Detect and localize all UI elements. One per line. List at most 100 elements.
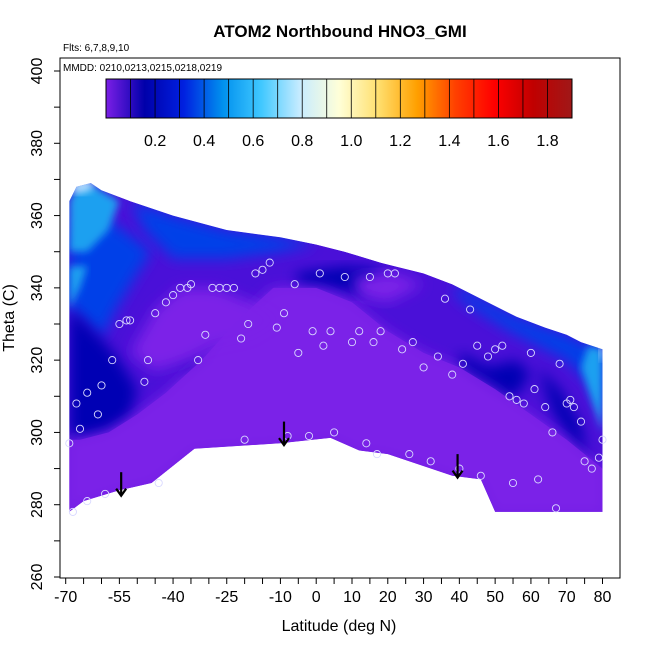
observation-point <box>265 258 274 267</box>
observation-point <box>526 348 535 357</box>
observation-point <box>408 338 417 347</box>
observation-point <box>555 359 564 368</box>
observation-point <box>491 345 500 354</box>
observation-point <box>398 345 407 354</box>
observation-point <box>466 305 475 314</box>
observation-point <box>376 327 385 336</box>
theta-arrows <box>115 421 464 498</box>
observation-point <box>508 478 518 488</box>
observation-point <box>587 464 596 473</box>
observation-point <box>308 327 317 336</box>
arrow-head <box>115 488 128 498</box>
observation-point <box>419 363 428 372</box>
observation-point <box>340 272 349 282</box>
observation-point <box>237 334 246 343</box>
x-tick-label: -25 <box>215 589 238 606</box>
x-tick-label: 40 <box>451 589 469 606</box>
dark-region <box>538 367 589 469</box>
observation-point <box>304 431 314 441</box>
x-tick-label: -55 <box>108 589 131 606</box>
observation-point <box>512 395 521 404</box>
observation-point <box>126 316 135 325</box>
observation-point <box>519 399 528 408</box>
observation-point <box>330 428 339 437</box>
colorbar-tick-label: 1.6 <box>487 133 509 150</box>
observation-point <box>326 327 335 336</box>
observation-point <box>101 489 110 498</box>
x-tick-label: -70 <box>54 589 77 606</box>
observation-point <box>258 265 267 274</box>
observation-points <box>65 258 607 516</box>
observation-point <box>498 341 507 350</box>
observation-point <box>473 341 482 350</box>
observation-point <box>201 330 210 339</box>
observation-point <box>154 478 163 488</box>
observation-point <box>433 352 442 361</box>
colorbar-tick-label: 1.2 <box>389 133 411 150</box>
observation-point <box>455 464 464 473</box>
arrow-head <box>451 469 464 480</box>
x-axis-label: Latitude (deg N) <box>282 618 397 635</box>
colorbar-gradient-bar <box>105 78 573 119</box>
observation-point <box>426 457 435 466</box>
sky-region <box>69 183 120 252</box>
x-tick-label: 80 <box>594 589 612 606</box>
colorbar-tick-label: 0.8 <box>291 133 313 150</box>
observation-point <box>161 298 170 307</box>
observation-point <box>541 403 550 412</box>
colorbar-tick-label: 1.8 <box>536 133 558 150</box>
observation-point <box>279 309 289 318</box>
observation-point <box>319 341 328 350</box>
plot-frame <box>59 57 621 579</box>
observation-point <box>440 294 450 303</box>
observation-point <box>594 453 603 462</box>
observation-point <box>294 348 303 357</box>
observation-point <box>272 323 281 332</box>
y-axis: 260 280 300 320 340 360 380 400 <box>29 58 60 591</box>
low-region <box>130 287 281 371</box>
colorbar-tick-label: 0.4 <box>193 133 215 150</box>
y-tick-label: 300 <box>29 419 46 446</box>
y-axis-label: Theta (C) <box>1 284 18 352</box>
x-tick-label: 30 <box>415 589 433 606</box>
observation-point <box>405 450 414 459</box>
observation-point <box>251 269 260 278</box>
observation-point <box>347 338 357 347</box>
observation-point <box>65 439 74 448</box>
observation-point <box>229 283 238 292</box>
blue-region <box>452 284 603 411</box>
x-tick-label: 0 <box>312 589 321 606</box>
observation-point <box>365 272 374 282</box>
observation-point <box>143 356 153 365</box>
observation-point <box>505 392 514 401</box>
blue-region <box>130 201 317 259</box>
observation-point <box>75 424 85 433</box>
observation-point <box>151 309 160 318</box>
observation-point <box>448 370 457 379</box>
x-tick-label: 60 <box>522 589 540 606</box>
y-tick-label: 260 <box>29 564 46 591</box>
observation-point <box>115 319 124 329</box>
x-axis: -70 -55 -40 -25 -10 0 10 20 30 40 50 60 70 80 <box>54 578 612 606</box>
x-tick-label: 50 <box>486 589 504 606</box>
observation-point <box>169 291 178 300</box>
x-tick-label: 20 <box>379 589 397 606</box>
x-tick-label: 70 <box>558 589 576 606</box>
observation-point <box>355 327 364 336</box>
observation-point <box>122 316 131 325</box>
heatmap-field <box>69 183 603 512</box>
observation-point <box>240 435 249 444</box>
observation-point <box>290 280 299 289</box>
observation-point <box>244 319 253 329</box>
y-tick-label: 380 <box>29 130 46 157</box>
flights-note: Flts: 6,7,8,9,10 <box>63 43 130 54</box>
observation-point <box>372 450 382 459</box>
observation-point <box>97 381 106 390</box>
observation-point <box>140 377 149 386</box>
observation-point <box>83 497 92 506</box>
observation-point <box>194 356 203 365</box>
observation-point <box>534 475 543 484</box>
observation-point <box>548 428 557 437</box>
observation-point <box>83 388 92 397</box>
